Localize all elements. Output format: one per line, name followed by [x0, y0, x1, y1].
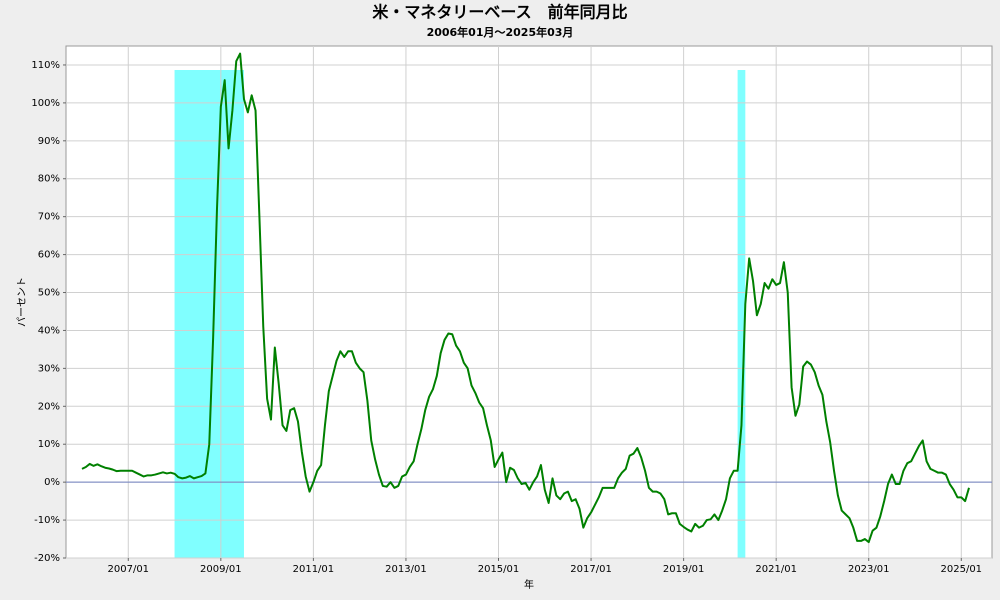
shaded-range	[174, 70, 244, 558]
y-tick-label: 0%	[44, 477, 60, 488]
y-tick-label: 90%	[38, 136, 60, 147]
x-tick-label: 2009/01	[200, 564, 242, 575]
y-tick-label: -10%	[34, 515, 60, 526]
x-tick-label: 2021/01	[755, 564, 797, 575]
y-tick-label: 10%	[38, 439, 60, 450]
y-tick-label: 100%	[31, 98, 60, 109]
data-line	[81, 52, 970, 544]
y-tick-label: -20%	[34, 553, 60, 564]
x-tick-label: 2015/01	[478, 564, 520, 575]
y-tick-label: 20%	[38, 401, 60, 412]
x-tick-label: 2019/01	[663, 564, 705, 575]
x-tick-label: 2007/01	[108, 564, 150, 575]
shaded-range	[737, 70, 746, 558]
y-tick-label: 40%	[38, 325, 60, 336]
y-tick-label: 60%	[38, 250, 60, 261]
chart-title: 米・マネタリーベース 前年同月比	[372, 3, 627, 22]
y-tick-label: 80%	[38, 174, 60, 185]
y-tick-label: 50%	[38, 288, 60, 299]
y-axis-label: パーセント	[16, 277, 28, 327]
x-tick-label: 2011/01	[293, 564, 335, 575]
x-tick-label: 2017/01	[570, 564, 612, 575]
y-tick-label: 110%	[31, 60, 60, 71]
x-tick-label: 2023/01	[848, 564, 890, 575]
x-tick-label: 2013/01	[385, 564, 427, 575]
x-axis-label: 年	[524, 578, 534, 591]
y-tick-label: 30%	[38, 363, 60, 374]
chart-subtitle: 2006年01月～2025年03月	[427, 25, 574, 39]
x-tick-label: 2025/01	[941, 564, 983, 575]
y-tick-label: 70%	[38, 212, 60, 223]
